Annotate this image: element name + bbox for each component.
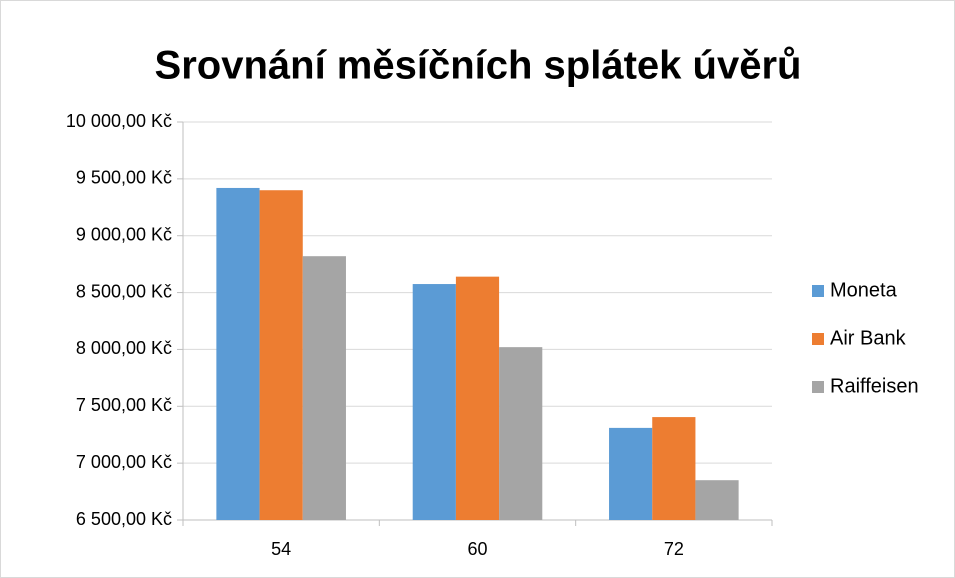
legend-swatch: [812, 381, 824, 393]
x-tick-label: 72: [664, 539, 684, 559]
y-tick-label: 10 000,00 Kč: [66, 111, 172, 131]
legend-label: Raiffeisen: [830, 375, 919, 397]
bar: [412, 284, 456, 520]
y-tick-label: 6 500,00 Kč: [76, 509, 172, 529]
x-tick-label: 60: [467, 539, 487, 559]
bar: [609, 427, 653, 520]
bar: [499, 347, 543, 520]
y-tick-label: 7 500,00 Kč: [76, 395, 172, 415]
x-tick-label: 54: [271, 539, 291, 559]
legend-label: Air Bank: [830, 327, 907, 349]
bar: [302, 256, 346, 520]
bar: [695, 480, 739, 520]
y-tick-label: 8 000,00 Kč: [76, 338, 172, 358]
legend-swatch: [812, 285, 824, 297]
bar: [455, 276, 500, 520]
legend-swatch: [812, 333, 824, 345]
bar: [652, 417, 696, 520]
bar: [259, 190, 303, 520]
chart-title: Srovnání měsíčních splátek úvěrů: [155, 44, 802, 88]
y-tick-label: 9 500,00 Kč: [76, 168, 172, 188]
y-tick-label: 9 000,00 Kč: [76, 224, 172, 244]
bar: [216, 187, 260, 520]
y-tick-label: 7 000,00 Kč: [76, 452, 172, 472]
y-tick-label: 8 500,00 Kč: [76, 281, 172, 301]
legend-label: Moneta: [830, 279, 898, 301]
